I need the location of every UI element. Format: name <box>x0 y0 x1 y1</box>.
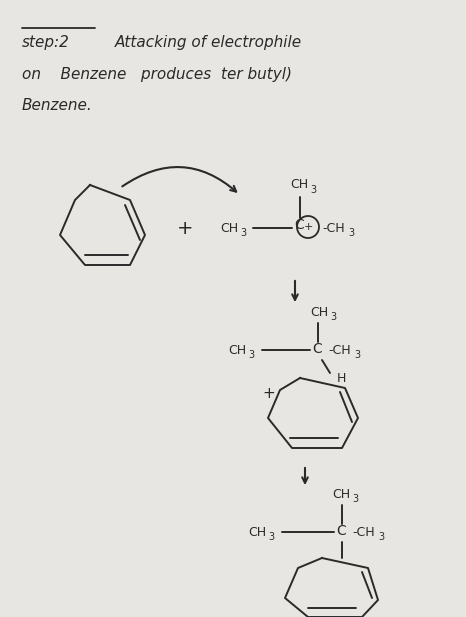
Text: CH: CH <box>310 305 328 318</box>
Text: step:2: step:2 <box>22 35 70 49</box>
Text: CH: CH <box>248 526 266 539</box>
Text: CH: CH <box>220 222 238 234</box>
Text: 3: 3 <box>348 228 354 238</box>
Text: C: C <box>294 218 304 232</box>
Text: H: H <box>337 371 346 384</box>
Text: on    Benzene   produces  ter butyl): on Benzene produces ter butyl) <box>22 67 292 83</box>
Text: 3: 3 <box>354 350 360 360</box>
Text: C: C <box>312 342 322 356</box>
Text: CH: CH <box>290 178 308 191</box>
Text: 3: 3 <box>330 312 336 322</box>
Text: Attacking of electrophile: Attacking of electrophile <box>115 35 302 49</box>
Text: CH: CH <box>228 344 246 357</box>
Text: 3: 3 <box>268 532 274 542</box>
Text: Benzene.: Benzene. <box>22 97 93 112</box>
FancyArrowPatch shape <box>122 167 236 192</box>
Text: 3: 3 <box>240 228 246 238</box>
Text: -CH: -CH <box>328 344 350 357</box>
Text: 3: 3 <box>248 350 254 360</box>
Text: +: + <box>303 222 313 232</box>
Text: 3: 3 <box>352 494 358 504</box>
Text: -CH: -CH <box>322 222 345 234</box>
Text: 3: 3 <box>378 532 384 542</box>
Text: 3: 3 <box>310 185 316 195</box>
Text: CH: CH <box>332 487 350 500</box>
Text: -CH: -CH <box>352 526 375 539</box>
Text: C: C <box>336 524 346 538</box>
Text: +: + <box>262 386 275 400</box>
Text: +: + <box>177 218 193 238</box>
